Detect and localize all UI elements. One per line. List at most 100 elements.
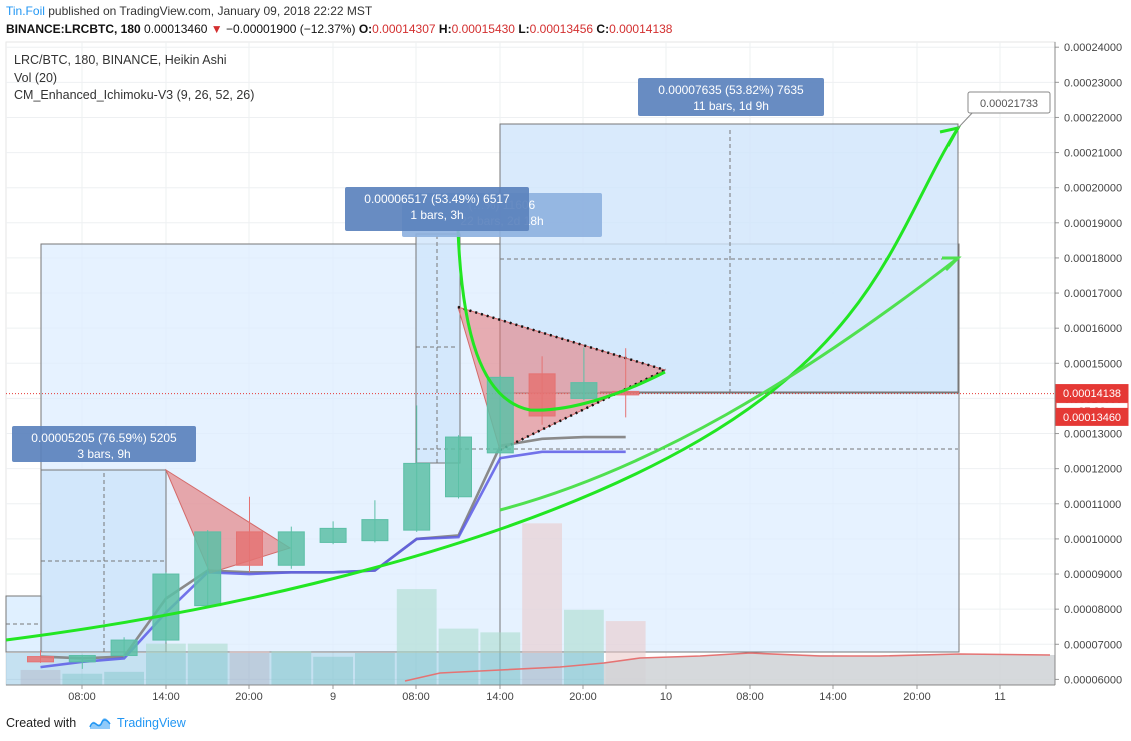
range-label-box	[638, 78, 824, 116]
open-value: 0.00014307	[372, 22, 436, 36]
symbol-line: BINANCE:LRCBTC, 180 0.00013460 ▼ −0.0000…	[6, 22, 672, 36]
price-axis[interactable]: 0.00024000 0.00023000 0.00022000 0.00021000…	[1054, 42, 1129, 686]
range-label-bars: 3 bars, 9h	[77, 447, 130, 461]
candle-body	[445, 436, 472, 498]
triangle-lower-dotted	[499, 368, 666, 452]
volume-bar	[146, 643, 186, 685]
candle-body	[361, 519, 389, 542]
volume-bar	[62, 673, 103, 685]
projection-curve-secondary	[499, 256, 959, 512]
close-value: 0.00014138	[609, 22, 673, 36]
target-label-box	[967, 91, 1051, 114]
candle-body	[236, 531, 263, 566]
projection-curve-main	[5, 127, 960, 642]
projection-arrowhead	[939, 125, 961, 147]
x-tick-label: 08:00	[402, 691, 430, 703]
x-tick-label: 14:00	[486, 691, 514, 703]
close-price-badge-text: 0.00014138	[1063, 388, 1121, 400]
volume-bar	[313, 656, 353, 685]
x-tick-label: 08:00	[68, 691, 96, 703]
x-tick-label: 11	[994, 691, 1005, 703]
volume-bar	[396, 589, 437, 685]
symbol: BINANCE:LRCBTC, 180	[6, 22, 141, 36]
last-price: 0.00013460	[144, 22, 208, 36]
candle-body	[570, 382, 598, 399]
candle-body	[194, 531, 222, 607]
y-tick-label: 0.00019000	[1064, 218, 1122, 230]
volume-bar	[271, 651, 312, 685]
candle-body	[277, 531, 305, 566]
close-label: C:	[596, 22, 610, 36]
x-tick-label: 08:00	[736, 691, 764, 703]
legend-ichimoku[interactable]: CM_Enhanced_Ichimoku-V3 (9, 26, 52, 26)	[14, 88, 255, 102]
volume-bar	[104, 671, 144, 685]
y-tick-label: 0.00016000	[1064, 323, 1122, 335]
volume-bar	[229, 651, 270, 685]
last-price-badge-text: 0.00013460	[1063, 412, 1121, 424]
high-label: H:	[438, 22, 452, 36]
y-tick-label: 0.00013000	[1064, 429, 1122, 441]
candle-body	[486, 376, 514, 454]
volume-bar	[522, 523, 562, 685]
range-label-box	[345, 187, 529, 231]
y-tick-label: 0.00017000	[1064, 288, 1122, 300]
low-label: L:	[518, 22, 530, 36]
x-tick-label: 14:00	[152, 691, 180, 703]
chart-header: Tin.Foil published on TradingView.com, J…	[0, 0, 1131, 40]
volume-bar	[564, 609, 604, 685]
candle-body	[319, 527, 347, 543]
range-label-value: 0.00005205 (76.59%) 5205	[31, 431, 177, 445]
y-tick-label: 0.00008000	[1064, 604, 1122, 616]
range-box	[415, 233, 461, 464]
target-label-text: 0.00021733	[980, 98, 1038, 110]
volume-bar	[187, 643, 228, 685]
open-label: O:	[358, 22, 373, 36]
y-tick-label: 0.00020000	[1064, 183, 1122, 195]
last-price-badge	[1055, 407, 1129, 426]
tradingview-brand-link[interactable]: TradingView	[117, 716, 186, 730]
y-tick-label: 0.00006000	[1064, 674, 1122, 686]
y-tick-label: 0.00018000	[1064, 253, 1122, 265]
triangle-upper-dotted	[457, 305, 666, 372]
y-tick-label: 0.00021000	[1064, 148, 1122, 160]
volume-area	[604, 653, 1055, 685]
tradingview-logo-icon	[89, 718, 111, 729]
low-value: 0.00013456	[529, 22, 594, 36]
volume-bar	[20, 669, 61, 685]
volume-bars	[6, 523, 1055, 685]
x-tick-label: 20:00	[235, 691, 263, 703]
y-tick-label: 0.00023000	[1064, 77, 1122, 89]
volume-ma-line	[404, 652, 1051, 682]
y-tick-label: 0.00024000	[1064, 42, 1122, 54]
x-tick-label: 14:00	[819, 691, 847, 703]
volume-bar	[355, 653, 395, 685]
range-label-bars: 11 bars, 1d 9h	[693, 99, 769, 113]
legend-main[interactable]: LRC/BTC, 180, BINANCE, Heikin Ashi	[14, 53, 227, 67]
volume-bar	[480, 632, 521, 685]
author-link[interactable]: Tin.Foil	[6, 4, 45, 18]
publish-info: published on TradingView.com, January 09…	[48, 4, 373, 18]
chart-legend: LRC/BTC, 180, BINANCE, Heikin Ashi Vol (…	[14, 52, 254, 105]
candle-body	[110, 639, 138, 657]
close-price-badge	[1055, 384, 1129, 403]
candle-body	[152, 573, 180, 641]
range-label-value: 0.00006517 (53.49%) 6517	[364, 192, 510, 206]
y-tick-label: 0.00012000	[1064, 464, 1122, 476]
candle-body	[27, 656, 54, 663]
x-tick-label: 20:00	[903, 691, 931, 703]
range-label-box	[12, 426, 196, 462]
footer: Created with TradingView	[0, 706, 1131, 741]
y-tick-label: 0.00011000	[1064, 499, 1121, 511]
ichimoku-fast-line	[40, 450, 626, 669]
candle-body	[68, 655, 96, 663]
cup-curve	[456, 229, 666, 412]
candles	[27, 347, 640, 669]
time-axis[interactable]: 08:00 14:00 20:00 9 08:00 14:00 20:00 10 08:00 14…	[6, 684, 1055, 703]
range-label-bars: 1 bars, 3h	[410, 208, 463, 222]
legend-volume[interactable]: Vol (20)	[14, 70, 58, 85]
y-tick-label: 0.00010000	[1064, 534, 1122, 546]
price-change: −0.00001900 (−12.37%)	[226, 22, 356, 36]
y-tick-label: 0.00022000	[1064, 112, 1122, 124]
